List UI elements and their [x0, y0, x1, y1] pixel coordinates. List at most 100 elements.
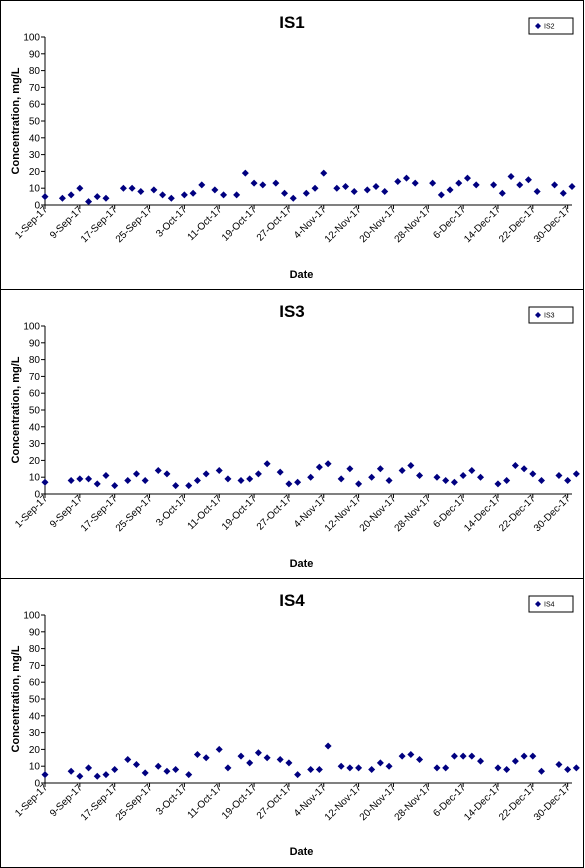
x-tick-label: 28-Nov-17	[393, 493, 434, 534]
data-point	[185, 771, 193, 779]
x-tick-label: 14-Dec-17	[462, 204, 503, 245]
legend-box	[528, 306, 574, 324]
data-point	[67, 191, 75, 199]
data-point	[163, 767, 171, 775]
data-point	[337, 762, 345, 770]
data-point	[311, 184, 319, 192]
y-tick-label: 70	[29, 83, 41, 94]
data-point	[437, 191, 445, 199]
x-tick-label: 1-Sep-17	[13, 204, 50, 241]
x-tick-label: 25-Sep-17	[114, 204, 155, 245]
y-tick-label: 30	[29, 150, 41, 161]
chart-panel-is4: IS4 0 10 20 30 40 50 60 70 80 90 100 1-Sep-17 9-Sep-1…	[0, 578, 584, 868]
data-point	[220, 191, 228, 199]
data-point	[211, 186, 219, 194]
data-point	[363, 186, 371, 194]
x-tick-label: 20-Nov-17	[358, 493, 399, 534]
chart-panel-is1: IS1 0 10 20 30 40 50 60 70 80 90 100 1-Sep-17 9-Sep-1…	[0, 0, 584, 291]
data-point	[368, 766, 376, 774]
data-point	[307, 473, 315, 481]
legend-label: IS4	[544, 602, 555, 609]
data-point	[503, 477, 511, 485]
y-tick-label: 50	[29, 695, 41, 706]
data-point	[477, 473, 485, 481]
data-point	[159, 191, 167, 199]
data-point	[559, 189, 567, 197]
y-tick-label: 30	[29, 439, 41, 450]
x-tick-label: 27-Oct-17	[255, 782, 295, 822]
data-point	[193, 750, 201, 758]
x-tick-label: 28-Nov-17	[393, 782, 434, 823]
data-point	[459, 472, 467, 480]
data-point	[111, 482, 119, 490]
y-tick-label: 100	[23, 611, 40, 622]
data-point	[402, 174, 410, 182]
data-point	[416, 472, 424, 480]
chart-title: IS1	[279, 13, 305, 32]
data-point	[254, 470, 262, 478]
data-point	[41, 193, 49, 201]
data-point	[172, 766, 180, 774]
data-point	[538, 477, 546, 485]
data-point	[224, 764, 232, 772]
y-tick-label: 60	[29, 678, 41, 689]
y-tick-label: 40	[29, 711, 41, 722]
y-tick-label: 40	[29, 133, 41, 144]
data-point	[315, 766, 323, 774]
data-point	[385, 762, 393, 770]
y-axis-label: Concentration, mg/L	[10, 67, 22, 174]
data-point	[433, 473, 441, 481]
x-tick-label: 22-Dec-17	[497, 204, 538, 245]
data-point	[137, 188, 145, 196]
data-point	[172, 482, 180, 490]
data-point	[141, 477, 149, 485]
data-point	[193, 477, 201, 485]
x-tick-label: 19-Oct-17	[220, 204, 260, 244]
data-point	[416, 755, 424, 763]
data-point	[511, 461, 519, 469]
x-tick-label: 19-Oct-17	[220, 782, 260, 822]
data-point	[398, 752, 406, 760]
x-tick-label: 17-Sep-17	[79, 782, 120, 823]
x-axis-label: Date	[290, 558, 314, 570]
x-tick-label: 20-Nov-17	[358, 204, 399, 245]
data-point	[472, 181, 480, 189]
data-point	[246, 759, 254, 767]
x-tick-label: 30-Dec-17	[532, 204, 573, 245]
data-point	[85, 475, 93, 483]
x-tick-label: 19-Oct-17	[220, 493, 260, 533]
data-point	[237, 752, 245, 760]
data-point	[320, 169, 328, 177]
data-point	[442, 477, 450, 485]
x-tick-label: 11-Oct-17	[186, 782, 225, 821]
x-tick-label: 20-Nov-17	[358, 782, 399, 823]
x-tick-label: 14-Dec-17	[462, 493, 503, 534]
data-point	[241, 169, 249, 177]
data-point	[468, 466, 476, 474]
y-tick-label: 60	[29, 100, 41, 111]
x-tick-label: 30-Dec-17	[532, 493, 573, 534]
data-point	[564, 766, 572, 774]
data-point	[490, 181, 498, 189]
y-tick-label: 60	[29, 389, 41, 400]
chart-title: IS4	[279, 591, 305, 610]
x-tick-label: 22-Dec-17	[497, 782, 538, 823]
data-point	[350, 188, 358, 196]
data-point	[276, 755, 284, 763]
y-tick-label: 30	[29, 728, 41, 739]
data-point	[272, 179, 280, 187]
y-tick-label: 90	[29, 49, 41, 60]
data-point	[150, 186, 158, 194]
y-tick-label: 50	[29, 117, 41, 128]
data-point	[85, 764, 93, 772]
data-point	[333, 184, 341, 192]
data-point	[167, 194, 175, 202]
data-point	[538, 767, 546, 775]
y-tick-label: 50	[29, 406, 41, 417]
data-point	[524, 176, 532, 184]
data-point	[477, 757, 485, 765]
x-tick-label: 12-Nov-17	[323, 493, 364, 534]
data-point	[154, 466, 162, 474]
data-point	[446, 186, 454, 194]
data-point	[385, 477, 393, 485]
